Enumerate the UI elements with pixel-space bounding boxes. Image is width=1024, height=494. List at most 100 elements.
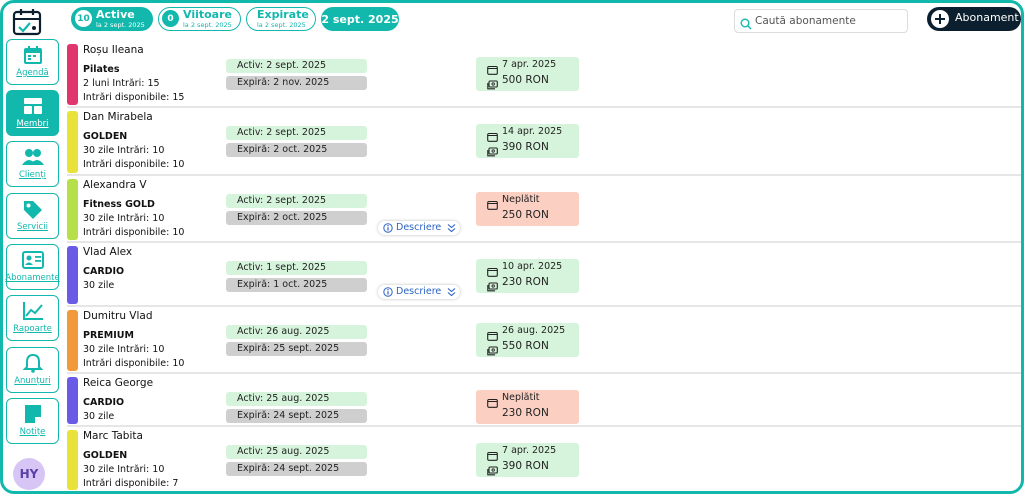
sidebar-item-abonamente[interactable]: Abonamente (5, 244, 60, 290)
search-input[interactable] (755, 13, 903, 29)
plan-detail: 30 zile Intrări: 10 (83, 213, 165, 224)
info-icon (383, 287, 393, 302)
status-color-bar (67, 377, 78, 424)
tab-viitoare[interactable]: 0 Viitoare la 2 sept. 2025 (158, 7, 241, 31)
chart-icon (21, 300, 45, 322)
payment-box[interactable]: Neplătit 230 RON (476, 390, 579, 424)
double-chevron-down-icon (447, 287, 456, 302)
payment-box[interactable]: Neplătit 250 RON (476, 192, 579, 226)
app-logo-icon[interactable] (11, 7, 47, 37)
plus-icon (931, 10, 949, 28)
id-card-icon (21, 249, 45, 271)
expire-date-badge: Expiră: 2 oct. 2025 (226, 211, 367, 225)
expire-date-badge: Expiră: 24 sept. 2025 (226, 409, 367, 423)
status-color-bar (67, 246, 78, 304)
clients-icon (21, 146, 45, 168)
avatar[interactable]: HY (13, 458, 45, 490)
description-button[interactable]: Descriere (378, 285, 460, 299)
entries-available: Intrări disponibile: 15 (83, 92, 185, 103)
tab-count-badge: 0 (162, 10, 179, 27)
sidebar-item-label: Abonamente (5, 273, 60, 283)
member-name[interactable]: Roșu Ileana (83, 44, 144, 56)
expire-date-badge: Expiră: 24 sept. 2025 (226, 462, 367, 476)
wallet-icon (487, 446, 498, 465)
payment-amount: 550 RON (502, 340, 549, 352)
info-icon (383, 223, 393, 238)
sidebar: Agendă Membri Clienți Servicii Abonament… (3, 3, 61, 491)
entries-available: Intrări disponibile: 10 (83, 358, 185, 369)
payment-amount: 500 RON (502, 74, 549, 86)
wallet-icon (487, 326, 498, 345)
description-label: Descriere (396, 222, 442, 233)
active-date-badge: Activ: 25 aug. 2025 (226, 445, 367, 459)
tab-sub-label: la 2 sept. 2025 (183, 21, 232, 29)
entries-available: Intrări disponibile: 10 (83, 159, 185, 170)
description-button[interactable]: Descriere (378, 221, 460, 235)
sidebar-item-anunturi[interactable]: Anunțuri (6, 347, 59, 393)
sidebar-item-rapoarte[interactable]: Rapoarte (6, 295, 59, 341)
payment-amount: 390 RON (502, 460, 549, 472)
active-date-badge: Activ: 2 sept. 2025 (226, 126, 367, 140)
status-color-bar (67, 430, 78, 490)
tab-count-badge: 10 (75, 10, 92, 27)
payment-box[interactable]: 26 aug. 2025 550 RON (476, 323, 579, 357)
sidebar-item-agenda[interactable]: Agendă (6, 39, 59, 85)
member-name[interactable]: Reica George (83, 377, 154, 389)
sidebar-item-label: Rapoarte (13, 324, 52, 334)
sidebar-item-clienti[interactable]: Clienți (6, 141, 59, 187)
payment-box[interactable]: 7 apr. 2025 500 RON (476, 57, 579, 91)
expire-date-badge: Expiră: 2 oct. 2025 (226, 143, 367, 157)
member-name[interactable]: Vlad Alex (83, 246, 133, 258)
cash-icon (487, 142, 498, 161)
plan-detail: 30 zile Intrări: 10 (83, 145, 165, 156)
plan-name: GOLDEN (83, 131, 128, 142)
wallet-icon (487, 195, 498, 214)
payment-date: Neplătit (502, 392, 540, 403)
payment-box[interactable]: 7 apr. 2025 390 RON (476, 443, 579, 477)
members-icon (21, 95, 45, 117)
member-name[interactable]: Dumitru Vlad (83, 310, 153, 322)
member-name[interactable]: Marc Tabita (83, 430, 143, 442)
sidebar-item-notite[interactable]: Notițe (6, 398, 59, 444)
tab-label: Active (96, 8, 135, 21)
entries-available: Intrări disponibile: 7 (83, 478, 179, 489)
table-row[interactable]: Marc Tabita GOLDEN 30 zile Intrări: 10 Intr… (67, 427, 1021, 491)
payment-box[interactable]: 10 apr. 2025 230 RON (476, 259, 579, 293)
table-row[interactable]: Dumitru Vlad PREMIUM 30 zile Intrări: 10 In… (67, 307, 1021, 374)
payment-amount: 230 RON (502, 407, 549, 419)
tab-active[interactable]: 10 Active la 2 sept. 2025 (71, 7, 153, 31)
plan-name: Pilates (83, 64, 120, 75)
sidebar-item-label: Anunțuri (14, 376, 51, 386)
payment-box[interactable]: 14 apr. 2025 390 RON (476, 124, 579, 158)
current-date-button[interactable]: 2 sept. 2025 (321, 7, 399, 31)
sidebar-item-membri[interactable]: Membri (6, 90, 59, 136)
sidebar-item-servicii[interactable]: Servicii (6, 193, 59, 239)
table-row[interactable]: Roșu Ileana Pilates 2 luni Intrări: 15 Intr… (67, 41, 1021, 108)
add-subscription-button[interactable]: Abonament (927, 7, 1021, 31)
tab-expirate[interactable]: Expirate la 2 sept. 2025 (246, 7, 316, 31)
table-row[interactable]: Vlad Alex CARDIO 30 zile Activ: 1 sept. 202… (67, 243, 1021, 307)
active-date-badge: Activ: 2 sept. 2025 (226, 194, 367, 208)
wallet-icon (487, 60, 498, 79)
status-color-bar (67, 111, 78, 173)
payment-date: 7 apr. 2025 (502, 59, 557, 70)
plan-detail: 30 zile (83, 411, 115, 422)
sidebar-item-label: Membri (16, 119, 49, 129)
active-date-badge: Activ: 1 sept. 2025 (226, 261, 367, 275)
member-name[interactable]: Dan Mirabela (83, 111, 153, 123)
active-date-badge: Activ: 2 sept. 2025 (226, 59, 367, 73)
entries-available: Intrări disponibile: 10 (83, 227, 185, 238)
plan-name: GOLDEN (83, 450, 128, 461)
note-icon (21, 403, 45, 425)
table-row[interactable]: Alexandra V Fitness GOLD 30 zile Intrări: … (67, 176, 1021, 243)
expire-date-badge: Expiră: 25 sept. 2025 (226, 342, 367, 356)
add-button-label: Abonament (955, 11, 1019, 24)
sidebar-item-label: Clienți (19, 170, 46, 180)
cash-icon (487, 341, 498, 360)
table-row[interactable]: Dan Mirabela GOLDEN 30 zile Intrări: 10 Int… (67, 108, 1021, 176)
table-row[interactable]: Reica George CARDIO 30 zile Activ: 25 aug. … (67, 374, 1021, 427)
status-color-bar (67, 44, 78, 105)
member-name[interactable]: Alexandra V (83, 179, 147, 191)
payment-date: 10 apr. 2025 (502, 261, 563, 272)
